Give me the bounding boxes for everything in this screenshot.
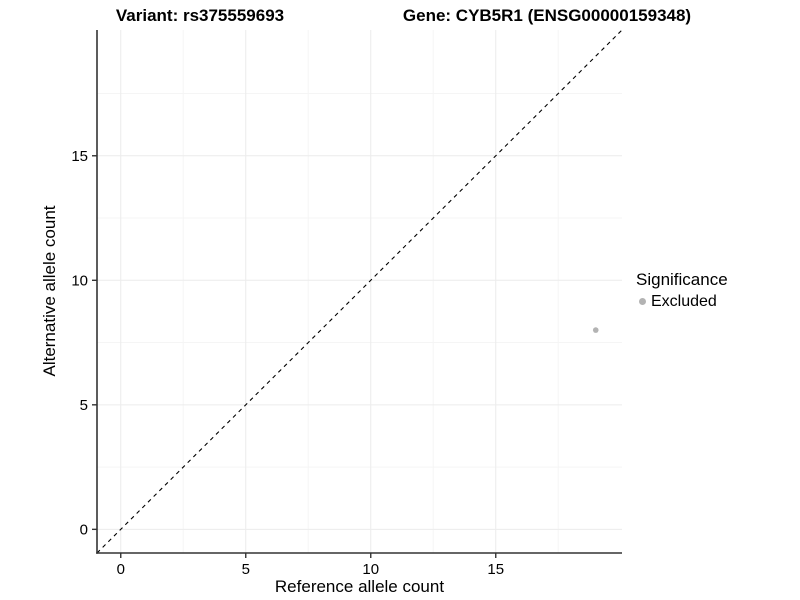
legend-point-icon xyxy=(639,298,646,305)
legend: Significance Excluded xyxy=(636,270,728,311)
x-tick-label: 0 xyxy=(117,561,125,578)
identity-reference-line xyxy=(97,30,622,553)
x-tick-label: 15 xyxy=(487,561,504,578)
x-tick-label: 5 xyxy=(242,561,250,578)
y-tick-label: 0 xyxy=(80,521,88,538)
legend-entry-excluded: Excluded xyxy=(636,292,728,311)
data-point xyxy=(592,327,599,333)
y-tick-label: 15 xyxy=(71,148,88,165)
legend-entry-label: Excluded xyxy=(651,293,717,310)
plot-title-variant: Variant: rs375559693 xyxy=(115,6,285,25)
x-axis-title: Reference allele count xyxy=(274,577,445,596)
y-tick-label: 10 xyxy=(71,272,88,289)
x-tick-label: 10 xyxy=(362,561,379,578)
y-axis-title: Alternative allele count xyxy=(40,205,59,377)
legend-title: Significance xyxy=(636,270,728,289)
plot-title-gene: Gene: CYB5R1 (ENSG00000159348) xyxy=(402,6,692,25)
y-tick-label: 5 xyxy=(80,397,88,414)
